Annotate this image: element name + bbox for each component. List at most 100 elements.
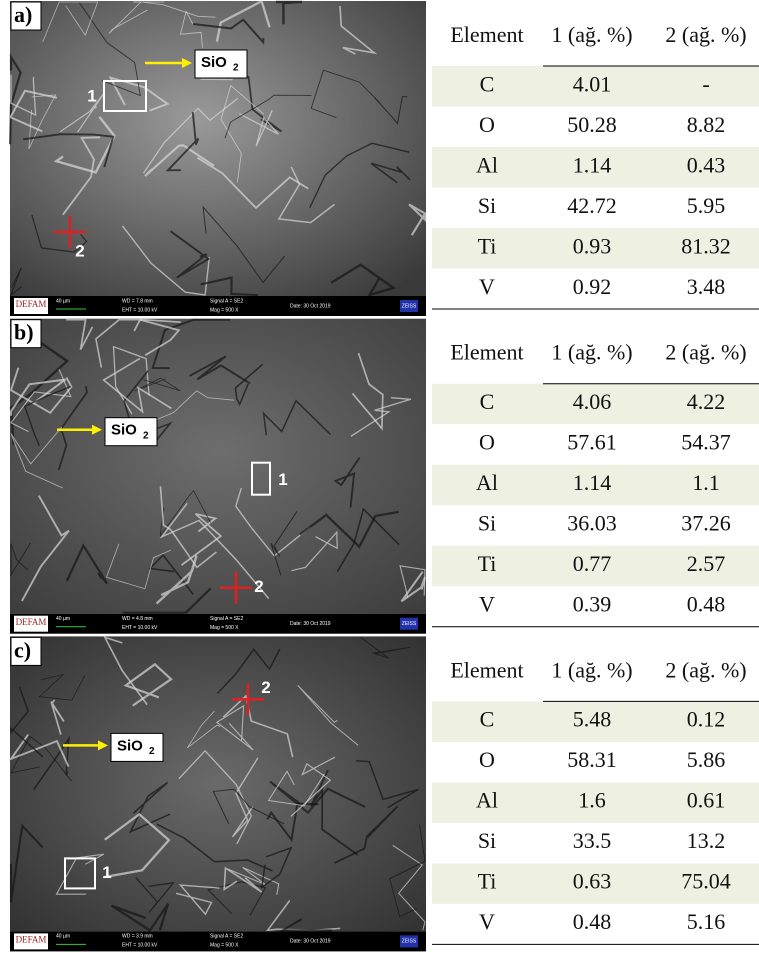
table-cell: 81.32 (681, 233, 731, 258)
panel-label: a) (14, 2, 32, 27)
signal: Signal A = SE2 (210, 934, 243, 940)
table-cell: 1.1 (692, 470, 720, 495)
date: Date: 30 Oct 2019 (290, 621, 331, 627)
table-cell: 0.43 (687, 152, 726, 177)
marker-label: 2 (261, 678, 270, 697)
marker-label: 1 (278, 470, 287, 489)
page: {"panels": [ {"label": "a)", "callout": … (0, 0, 759, 953)
table-cell: 50.28 (567, 112, 617, 137)
table-cell: 1.14 (573, 470, 612, 495)
table-cell: Al (476, 788, 498, 813)
marker-label: 2 (75, 241, 84, 260)
table-cell: 0.93 (573, 233, 612, 258)
table-cell: 37.26 (681, 510, 731, 535)
table-cell: 5.95 (687, 193, 726, 218)
table-cell: 3.48 (687, 274, 726, 299)
table-cell: Al (476, 152, 498, 177)
scale: 40 µm (56, 616, 70, 622)
eht: EHT = 10.00 kV (122, 625, 158, 631)
table-cell: 0.48 (573, 909, 612, 934)
table-cell: Ti (478, 233, 497, 258)
table-header: 1 (ağ. %) (551, 22, 632, 47)
callout-subscript: 2 (149, 746, 155, 757)
mag: Mag = 500 X (210, 307, 239, 313)
callout-subscript: 2 (143, 430, 149, 441)
table-cell: 0.77 (573, 551, 612, 576)
mag: Mag = 500 X (210, 943, 239, 949)
scale: 40 µm (56, 934, 70, 940)
logo: DEFAM (16, 299, 47, 309)
logo: DEFAM (16, 934, 47, 944)
wd: WD = 3.9 mm (122, 934, 153, 940)
figure: DEFAM 40 µm WD = 7.8 mm EHT = 10.00 kV Signa… (0, 0, 759, 953)
table-cell: Ti (478, 551, 497, 576)
table-header: Element (450, 22, 523, 47)
table-cell: 5.16 (687, 909, 726, 934)
table-cell: - (702, 71, 709, 96)
table-cell: 42.72 (567, 193, 617, 218)
table-cell: O (479, 747, 495, 772)
table-cell: Al (476, 470, 498, 495)
table-cell: V (479, 274, 495, 299)
table-cell: 36.03 (567, 510, 617, 535)
table-cell: 5.48 (573, 707, 612, 732)
callout-text: SiO (117, 737, 143, 754)
table-cell: C (480, 71, 495, 96)
table-cell: C (480, 389, 495, 414)
table-cell: 13.2 (687, 828, 726, 853)
callout-subscript: 2 (233, 63, 239, 74)
table-cell: Si (478, 510, 496, 535)
table-cell: Si (478, 828, 496, 853)
panel: DEFAM 40 µm WD = 3.9 mm EHT = 10.00 kV Signa… (10, 636, 759, 951)
eht: EHT = 10.00 kV (122, 943, 158, 949)
table-cell: 2.57 (687, 551, 726, 576)
table-cell: 57.61 (567, 429, 617, 454)
table-cell: 1.6 (578, 788, 606, 813)
table-header: Element (450, 657, 523, 682)
scale: 40 µm (56, 298, 70, 304)
table-header: 1 (ağ. %) (551, 657, 632, 682)
eht: EHT = 10.00 kV (122, 307, 158, 313)
table-cell: 0.39 (573, 591, 612, 616)
marker-label: 2 (254, 577, 263, 596)
date: Date: 30 Oct 2019 (290, 939, 331, 945)
table-cell: 0.48 (687, 591, 726, 616)
signal: Signal A = SE2 (210, 298, 243, 304)
table-cell: 0.92 (573, 274, 612, 299)
table-header: 2 (ağ. %) (665, 22, 746, 47)
brand: ZEISS (402, 621, 417, 627)
table-cell: 4.22 (687, 389, 726, 414)
table-cell: 0.12 (687, 707, 726, 732)
table-cell: 75.04 (681, 869, 731, 894)
logo: DEFAM (16, 617, 47, 627)
table-cell: 4.01 (573, 71, 612, 96)
brand: ZEISS (402, 939, 417, 945)
table-cell: C (480, 707, 495, 732)
table-header: 2 (ağ. %) (665, 657, 746, 682)
signal: Signal A = SE2 (210, 616, 243, 622)
table-header: Element (450, 340, 523, 365)
date: Date: 30 Oct 2019 (290, 303, 331, 309)
marker-label: 1 (102, 863, 111, 882)
table-cell: V (479, 909, 495, 934)
panel-label: b) (14, 320, 34, 345)
table-cell: 58.31 (567, 747, 617, 772)
brand: ZEISS (402, 303, 417, 309)
wd: WD = 7.8 mm (122, 298, 153, 304)
panel-label: c) (14, 637, 31, 662)
table-cell: Ti (478, 869, 497, 894)
table-cell: O (479, 429, 495, 454)
table-cell: Si (478, 193, 496, 218)
table-cell: 5.86 (687, 747, 726, 772)
table-cell: 0.63 (573, 869, 612, 894)
panel: DEFAM 40 µm WD = 4.8 mm EHT = 10.00 kV Signa… (10, 319, 759, 634)
table-cell: 8.82 (687, 112, 726, 137)
table-cell: 0.61 (687, 788, 726, 813)
wd: WD = 4.8 mm (122, 616, 153, 622)
mag: Mag = 500 X (210, 625, 239, 631)
panel: DEFAM 40 µm WD = 7.8 mm EHT = 10.00 kV Signa… (10, 1, 759, 316)
table-cell: 1.14 (573, 152, 612, 177)
marker-label: 1 (87, 86, 96, 105)
table-header: 2 (ağ. %) (665, 340, 746, 365)
table-header: 1 (ağ. %) (551, 340, 632, 365)
